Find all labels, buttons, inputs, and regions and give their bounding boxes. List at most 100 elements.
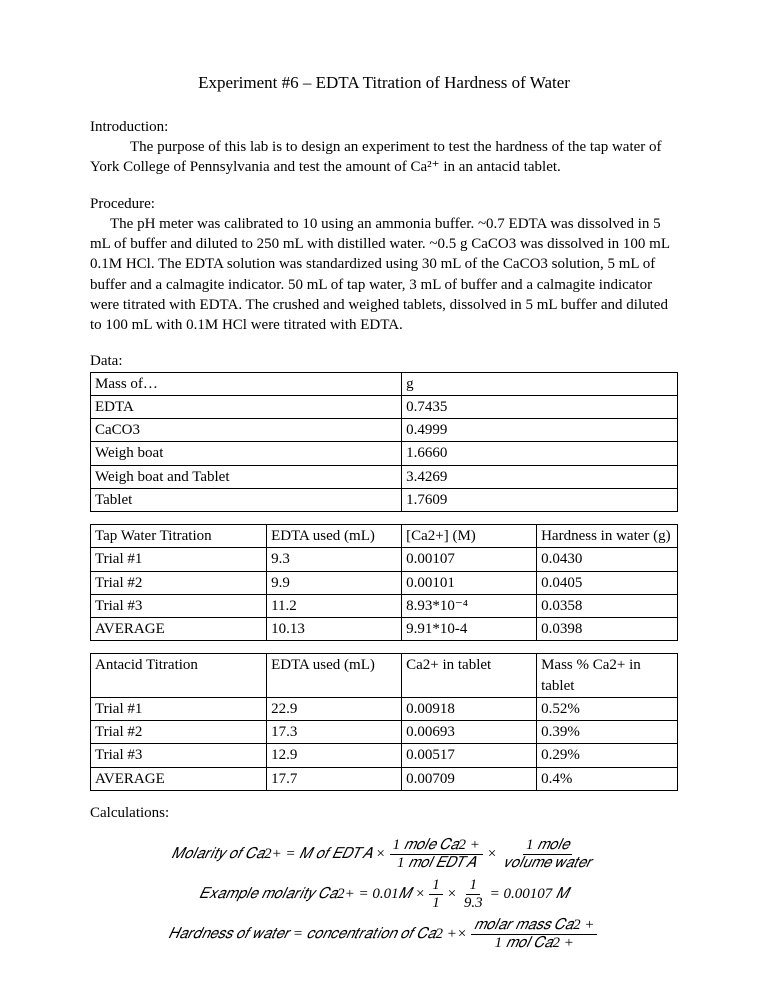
table-cell: Trial #1 [91, 548, 267, 571]
equation-example: 𝐸𝑥𝑎𝑚𝑝𝑙𝑒 𝑚𝑜𝑙𝑎𝑟𝑖𝑡𝑦 𝐶𝑎2+ = 0.01𝑀 × 1 1 × 1 … [90, 877, 678, 911]
table-cell: Mass of… [91, 372, 402, 395]
table-cell: EDTA used (mL) [267, 654, 402, 698]
numerator: 𝑚𝑜𝑙𝑎𝑟 𝑚𝑎𝑠𝑠 𝐶𝑎2 + [471, 917, 597, 935]
table-row: AVERAGE17.70.007090.4% [91, 767, 678, 790]
data-label: Data: [90, 351, 678, 371]
table-cell: EDTA used (mL) [267, 525, 402, 548]
table-cell: 0.29% [537, 744, 678, 767]
eq-text: × [487, 844, 497, 864]
table-row: Trial #312.90.005170.29% [91, 744, 678, 767]
procedure-text: The pH meter was calibrated to 10 using … [90, 214, 678, 336]
table-cell: Ca2+ in tablet [402, 654, 537, 698]
table-cell: 0.4999 [402, 419, 678, 442]
eq-text: 𝐻𝑎𝑟𝑑𝑛𝑒𝑠𝑠 𝑜𝑓 𝑤𝑎𝑡𝑒𝑟 = 𝑐𝑜𝑛𝑐𝑒𝑛𝑡𝑟𝑎𝑡𝑖𝑜𝑛 𝑜𝑓 𝐶𝑎2… [169, 924, 468, 944]
fraction: 1 𝑚𝑜𝑙𝑒 𝐶𝑎2 + 1 𝑚𝑜𝑙 𝐸𝐷𝑇𝐴 [388, 837, 485, 871]
table-cell: AVERAGE [91, 767, 267, 790]
fraction: 1 𝑚𝑜𝑙𝑒 𝑣𝑜𝑙𝑢𝑚𝑒 𝑤𝑎𝑡𝑒𝑟 [499, 837, 596, 871]
eq-text: = 0.00107 𝑀 [490, 884, 569, 904]
table-row: Trial #29.90.001010.0405 [91, 571, 678, 594]
numerator: 1 𝑚𝑜𝑙𝑒 [523, 837, 572, 855]
table-cell: CaCO3 [91, 419, 402, 442]
denominator: 9.3 [461, 895, 486, 912]
numerator: 1 [466, 877, 480, 895]
table-row: Tablet1.7609 [91, 488, 678, 511]
table-cell: 9.9 [267, 571, 402, 594]
eq-text: 𝐸𝑥𝑎𝑚𝑝𝑙𝑒 𝑚𝑜𝑙𝑎𝑟𝑖𝑡𝑦 𝐶𝑎2+ = 0.01𝑀 × [199, 884, 425, 904]
table-cell: Tap Water Titration [91, 525, 267, 548]
table-row: Mass of…g [91, 372, 678, 395]
table-cell: 0.00709 [402, 767, 537, 790]
tap-water-table: Tap Water TitrationEDTA used (mL)[Ca2+] … [90, 524, 678, 641]
denominator: 1 𝑚𝑜𝑙 𝐶𝑎2 + [492, 935, 577, 952]
table-cell: Trial #1 [91, 697, 267, 720]
page-title: Experiment #6 – EDTA Titration of Hardne… [90, 72, 678, 95]
table-cell: 0.7435 [402, 395, 678, 418]
calculations-label: Calculations: [90, 803, 678, 823]
table-cell: 1.7609 [402, 488, 678, 511]
table-cell: 17.7 [267, 767, 402, 790]
table-cell: 0.0358 [537, 594, 678, 617]
table-cell: [Ca2+] (M) [402, 525, 537, 548]
table-cell: 0.00101 [402, 571, 537, 594]
denominator: 1 [429, 895, 443, 912]
table-cell: 0.0405 [537, 571, 678, 594]
table-cell: Mass % Ca2+ in tablet [537, 654, 678, 698]
table-row: Trial #19.30.001070.0430 [91, 548, 678, 571]
fraction: 1 9.3 [459, 877, 488, 911]
intro-label: Introduction: [90, 117, 678, 137]
table-cell: Antacid Titration [91, 654, 267, 698]
table-cell: 10.13 [267, 618, 402, 641]
table-row: CaCO30.4999 [91, 419, 678, 442]
table-row: Antacid TitrationEDTA used (mL)Ca2+ in t… [91, 654, 678, 698]
table-cell: g [402, 372, 678, 395]
table-cell: 12.9 [267, 744, 402, 767]
table-cell: 0.00517 [402, 744, 537, 767]
table-row: Weigh boat1.6660 [91, 442, 678, 465]
table-cell: 0.0430 [537, 548, 678, 571]
mass-table: Mass of…g EDTA 0.7435CaCO30.4999Weigh bo… [90, 372, 678, 513]
table-cell: Weigh boat [91, 442, 402, 465]
table-cell: 0.39% [537, 721, 678, 744]
table-cell: 0.52% [537, 697, 678, 720]
table-cell: 17.3 [267, 721, 402, 744]
table-row: Trial #217.30.006930.39% [91, 721, 678, 744]
table-cell: 9.91*10-4 [402, 618, 537, 641]
fraction: 1 1 [427, 877, 445, 911]
table-cell: 3.4269 [402, 465, 678, 488]
denominator: 1 𝑚𝑜𝑙 𝐸𝐷𝑇𝐴 [394, 855, 479, 872]
table-cell: Trial #2 [91, 571, 267, 594]
table-cell: Weigh boat and Tablet [91, 465, 402, 488]
table-row: EDTA 0.7435 [91, 395, 678, 418]
table-cell: 11.2 [267, 594, 402, 617]
table-cell: 22.9 [267, 697, 402, 720]
intro-text: The purpose of this lab is to design an … [90, 137, 678, 178]
fraction: 𝑚𝑜𝑙𝑎𝑟 𝑚𝑎𝑠𝑠 𝐶𝑎2 + 1 𝑚𝑜𝑙 𝐶𝑎2 + [469, 917, 599, 951]
table-row: Trial #122.90.009180.52% [91, 697, 678, 720]
numerator: 1 𝑚𝑜𝑙𝑒 𝐶𝑎2 + [390, 837, 483, 855]
table-cell: Trial #2 [91, 721, 267, 744]
numerator: 1 [429, 877, 443, 895]
table-cell: Tablet [91, 488, 402, 511]
table-cell: 1.6660 [402, 442, 678, 465]
table-cell: 0.0398 [537, 618, 678, 641]
table-cell: 9.3 [267, 548, 402, 571]
eq-text: × [447, 884, 457, 904]
table-cell: EDTA [91, 395, 402, 418]
equation-hardness: 𝐻𝑎𝑟𝑑𝑛𝑒𝑠𝑠 𝑜𝑓 𝑤𝑎𝑡𝑒𝑟 = 𝑐𝑜𝑛𝑐𝑒𝑛𝑡𝑟𝑎𝑡𝑖𝑜𝑛 𝑜𝑓 𝐶𝑎2… [90, 917, 678, 951]
table-cell: 0.00693 [402, 721, 537, 744]
procedure-label: Procedure: [90, 194, 678, 214]
table-row: Weigh boat and Tablet3.4269 [91, 465, 678, 488]
denominator: 𝑣𝑜𝑙𝑢𝑚𝑒 𝑤𝑎𝑡𝑒𝑟 [501, 855, 594, 872]
table-cell: 0.4% [537, 767, 678, 790]
table-cell: Hardness in water (g) [537, 525, 678, 548]
antacid-table: Antacid TitrationEDTA used (mL)Ca2+ in t… [90, 653, 678, 791]
document-page: Experiment #6 – EDTA Titration of Hardne… [0, 0, 768, 997]
table-row: AVERAGE10.139.91*10-40.0398 [91, 618, 678, 641]
equation-molarity: 𝑀𝑜𝑙𝑎𝑟𝑖𝑡𝑦 𝑜𝑓 𝐶𝑎2+ = 𝑀 𝑜𝑓 𝐸𝐷𝑇𝐴 × 1 𝑚𝑜𝑙𝑒 𝐶𝑎… [90, 837, 678, 871]
table-cell: 0.00107 [402, 548, 537, 571]
eq-text: 𝑀𝑜𝑙𝑎𝑟𝑖𝑡𝑦 𝑜𝑓 𝐶𝑎2+ = 𝑀 𝑜𝑓 𝐸𝐷𝑇𝐴 × [172, 844, 386, 864]
table-row: Trial #311.28.93*10⁻⁴0.0358 [91, 594, 678, 617]
table-cell: Trial #3 [91, 594, 267, 617]
table-cell: AVERAGE [91, 618, 267, 641]
table-row: Tap Water TitrationEDTA used (mL)[Ca2+] … [91, 525, 678, 548]
